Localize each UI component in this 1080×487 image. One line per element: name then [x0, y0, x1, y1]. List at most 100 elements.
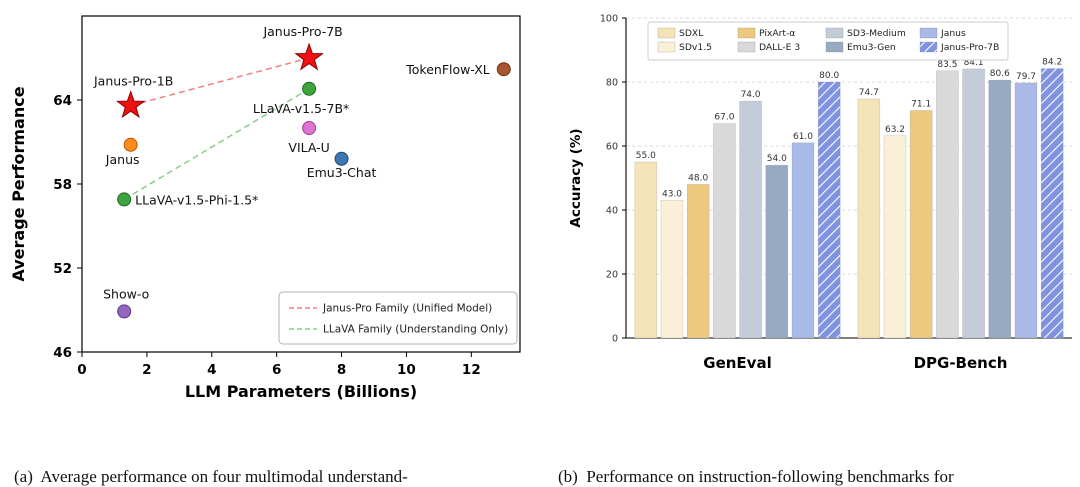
scatter-point-llava-v1-5-phi-1-5 [117, 192, 132, 207]
caption-b-line1: (b) Performance on instruction-following… [558, 467, 954, 486]
legend-label-janus: Janus [940, 28, 966, 39]
bar-sdv1-5-geneval [660, 200, 684, 339]
bar-value-pixart-dpg-bench: 71.1 [911, 99, 931, 109]
bar-pixart-dpg-bench [909, 110, 933, 339]
scatter-point-show-o [117, 304, 132, 319]
point-label-emu3-chat: Emu3-Chat [307, 165, 377, 180]
y-axis-label: Accuracy (%) [568, 128, 584, 227]
legend-swatch-sd3-medium [825, 27, 844, 39]
legend-label-sd3-medium: SD3-Medium [847, 28, 906, 39]
scatter-point-emu3-chat [334, 151, 349, 166]
x-tick-label: 8 [337, 362, 346, 378]
bar-janus-dpg-bench [1014, 82, 1038, 339]
bar-value-sdxl-dpg-bench: 74.7 [859, 88, 879, 98]
y-tick-label: 60 [606, 142, 618, 153]
bar-sdv1-5-dpg-bench [883, 135, 907, 339]
bar-dall-e-3-geneval [713, 123, 736, 339]
legend-swatch-janus-pro-7b [919, 41, 938, 53]
x-axis-label: LLM Parameters (Billions) [185, 382, 417, 400]
x-tick-label: 2 [142, 362, 151, 378]
x-tick-label: 12 [462, 362, 481, 378]
scatter-point-janus [123, 137, 138, 152]
bar-janus-pro-7b-geneval [817, 81, 841, 339]
y-tick-label: 0 [612, 334, 618, 345]
category-label-dpg-bench: DPG-Bench [914, 354, 1008, 372]
legend-label-janus-pro-7b: Janus-Pro-7B [940, 42, 999, 53]
legend-swatch-dall-e-3 [737, 41, 756, 53]
trend-line-1 [123, 88, 310, 201]
bar-sdxl-dpg-bench [857, 98, 881, 339]
trend-line-0 [130, 57, 310, 107]
y-tick-label: 52 [53, 261, 72, 277]
point-label-janus-pro-7b: Janus-Pro-7B [262, 24, 342, 39]
bar-dall-e-3-dpg-bench [936, 70, 959, 339]
y-tick-label: 58 [53, 177, 72, 193]
bar-value-sd3-medium-dpg-bench: 84.1 [964, 58, 984, 68]
bar-value-sdxl-geneval: 55.0 [636, 151, 656, 161]
legend-swatch-janus [919, 27, 938, 39]
legend-label-sdv1-5: SDv1.5 [679, 42, 712, 53]
bar-value-emu3-gen-geneval: 54.0 [767, 154, 787, 164]
bar-sd3-medium-geneval [739, 100, 762, 339]
y-tick-label: 20 [606, 270, 618, 281]
legend-swatch-emu3-gen [825, 41, 844, 53]
bar-value-janus-pro-7b-dpg-bench: 84.2 [1042, 58, 1062, 68]
legend-swatch-sdv1-5 [657, 41, 676, 53]
bar-janus-pro-7b-dpg-bench [1040, 68, 1064, 339]
scatter-point-llava-v1-5-7b [302, 81, 317, 96]
bar-value-sdv1-5-dpg-bench: 63.2 [885, 125, 905, 135]
y-tick-label: 40 [606, 206, 618, 217]
scatter-point-vila-u [302, 121, 317, 135]
caption-a: (a) Average performance on four multimod… [14, 414, 554, 487]
x-tick-label: 10 [397, 362, 416, 378]
bar-sd3-medium-dpg-bench [962, 68, 985, 339]
y-tick-label: 80 [606, 78, 618, 89]
bar-chart: 0 20 40 60 80 100 Accuracy (%) 55.0 43.0 48.0 67.0… [568, 14, 1072, 372]
bar-value-dall-e-3-geneval: 67.0 [714, 113, 734, 123]
y-tick-label: 64 [53, 93, 72, 109]
scatter-legend-box [278, 291, 518, 345]
bar-sdxl-geneval [634, 161, 658, 339]
x-tick-label: 0 [77, 362, 86, 378]
legend-swatch-pixart [737, 27, 756, 39]
caption-a-line1: (a) Average performance on four multimod… [14, 467, 408, 486]
bar-pixart-geneval [686, 184, 710, 339]
point-label-llava-v1-5-7b: LLaVA-v1.5-7B* [253, 101, 349, 116]
scatter-point-janus-pro-7b [294, 42, 324, 71]
legend-label-emu3-gen: Emu3-Gen [847, 42, 896, 53]
y-tick-label: 46 [53, 345, 72, 361]
bar-value-pixart-geneval: 48.0 [688, 173, 708, 183]
caption-b: (b) Performance on instruction-following… [558, 414, 1073, 487]
bar-janus-geneval [791, 142, 815, 339]
bar-value-sdv1-5-geneval: 43.0 [662, 189, 682, 199]
y-tick-label: 100 [600, 14, 618, 25]
bar-value-janus-pro-7b-geneval: 80.0 [819, 71, 839, 81]
bar-value-sd3-medium-geneval: 74.0 [741, 90, 761, 100]
point-label-janus-pro-1b: Janus-Pro-1B [93, 74, 173, 89]
point-label-janus: Janus [105, 152, 140, 167]
point-label-show-o: Show-o [103, 286, 149, 301]
category-label-geneval: GenEval [703, 354, 771, 372]
bar-value-dall-e-3-dpg-bench: 83.5 [937, 60, 957, 70]
legend-label-janus-pro-family-unified-model: Janus-Pro Family (Unified Model) [322, 303, 492, 315]
bar-value-janus-geneval: 61.0 [793, 132, 813, 142]
bar-emu3-gen-geneval [765, 164, 789, 339]
point-label-vila-u: VILA-U [288, 140, 329, 155]
legend-label-pixart: PixArt-α [759, 28, 795, 39]
scatter-point-tokenflow-xl [496, 62, 511, 77]
bar-value-janus-dpg-bench: 79.7 [1016, 72, 1036, 82]
bar-value-emu3-gen-dpg-bench: 80.6 [990, 69, 1010, 79]
point-label-llava-v1-5-phi-1-5: LLaVA-v1.5-Phi-1.5* [135, 192, 258, 207]
y-axis-label: Average Performance [9, 86, 28, 281]
bar-emu3-gen-dpg-bench [988, 79, 1012, 339]
legend-label-llava-family-understanding-only: LLaVA Family (Understanding Only) [323, 324, 508, 336]
legend-swatch-sdxl [657, 27, 676, 39]
x-tick-label: 4 [207, 362, 216, 378]
legend-label-dall-e-3: DALL-E 3 [759, 42, 800, 53]
scatter-point-janus-pro-1b [115, 90, 146, 119]
x-tick-label: 6 [272, 362, 281, 378]
point-label-tokenflow-xl: TokenFlow-XL [405, 62, 490, 77]
legend-label-sdxl: SDXL [679, 28, 704, 39]
